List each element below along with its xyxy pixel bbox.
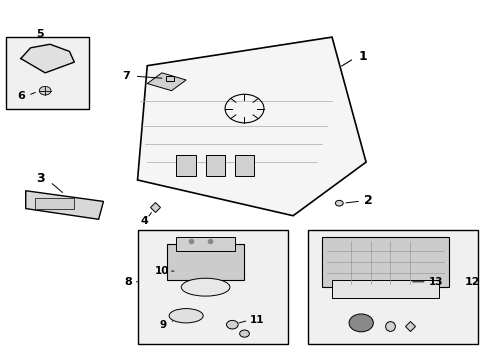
Text: 1: 1	[358, 50, 367, 63]
Text: 13: 13	[428, 277, 443, 287]
Bar	[176, 155, 196, 176]
Ellipse shape	[169, 309, 203, 323]
Bar	[234, 155, 254, 176]
Text: 12: 12	[464, 277, 479, 287]
Circle shape	[226, 320, 238, 329]
Text: 11: 11	[249, 315, 264, 325]
Bar	[205, 155, 224, 176]
Text: 2: 2	[363, 194, 372, 207]
Text: 5: 5	[37, 28, 44, 39]
Ellipse shape	[181, 278, 229, 296]
Bar	[322, 237, 448, 287]
Bar	[6, 37, 89, 109]
Text: 8: 8	[123, 277, 131, 287]
Circle shape	[239, 330, 249, 337]
Bar	[176, 237, 234, 251]
Bar	[166, 244, 244, 280]
Text: 3: 3	[36, 172, 44, 185]
Text: 9: 9	[159, 320, 166, 330]
Circle shape	[348, 314, 372, 332]
Circle shape	[39, 86, 51, 95]
Polygon shape	[21, 44, 74, 73]
Bar	[35, 198, 74, 208]
Circle shape	[335, 201, 343, 206]
Polygon shape	[26, 191, 103, 219]
Bar	[331, 280, 438, 298]
Text: 10: 10	[154, 266, 169, 276]
Bar	[137, 230, 287, 344]
Polygon shape	[147, 73, 186, 91]
Text: 4: 4	[141, 216, 148, 226]
Text: 7: 7	[122, 71, 130, 81]
Bar	[307, 230, 477, 344]
Bar	[165, 76, 174, 81]
Polygon shape	[137, 37, 366, 216]
Text: 6: 6	[17, 91, 25, 101]
